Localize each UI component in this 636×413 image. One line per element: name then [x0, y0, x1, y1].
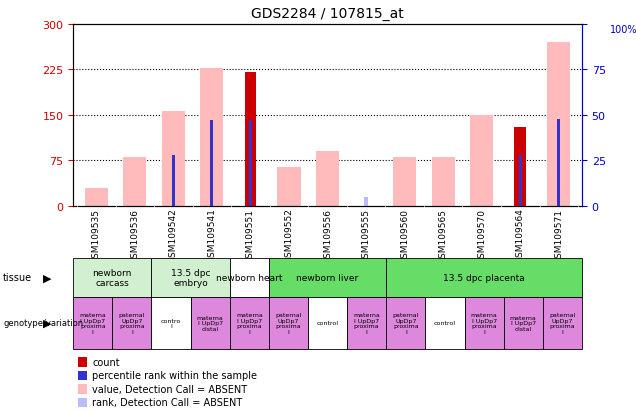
Text: GSM109556: GSM109556 [323, 208, 332, 263]
Bar [78, 398, 87, 407]
Text: GSM109535: GSM109535 [92, 208, 100, 263]
Bar [393, 158, 416, 206]
Bar [269, 258, 386, 297]
Bar [347, 297, 386, 349]
Bar [151, 297, 191, 349]
Text: materna
l UpDp7
distal: materna l UpDp7 distal [510, 315, 537, 332]
Bar [249, 121, 252, 206]
Text: materna
l UpDp7
proxima
l: materna l UpDp7 proxima l [236, 312, 263, 335]
Title: GDS2284 / 107815_at: GDS2284 / 107815_at [251, 7, 404, 21]
Bar [172, 156, 175, 206]
Bar [162, 112, 185, 206]
Bar [386, 258, 582, 297]
Bar [85, 188, 108, 206]
Text: ▶: ▶ [43, 318, 52, 328]
Text: materna
l UpDp7
proxima
l: materna l UpDp7 proxima l [471, 312, 497, 335]
Bar [470, 116, 494, 206]
Text: paternal
UpDp7
proxima
l: paternal UpDp7 proxima l [119, 312, 145, 335]
Bar [151, 258, 230, 297]
Bar [78, 384, 87, 394]
Bar [211, 121, 214, 206]
Text: paternal
UpDp7
proxima
l: paternal UpDp7 proxima l [275, 312, 301, 335]
Bar [543, 297, 582, 349]
Text: GSM109564: GSM109564 [516, 208, 525, 263]
Bar [78, 371, 87, 380]
Text: percentile rank within the sample: percentile rank within the sample [92, 370, 258, 380]
Bar [386, 297, 425, 349]
Text: GSM109555: GSM109555 [362, 208, 371, 263]
Text: 13.5 dpc
embryo: 13.5 dpc embryo [171, 268, 211, 287]
Text: newborn
carcass: newborn carcass [93, 268, 132, 287]
Bar [425, 297, 464, 349]
Text: GSM109541: GSM109541 [207, 208, 216, 263]
Bar [123, 158, 146, 206]
Text: paternal
UpDp7
proxima
l: paternal UpDp7 proxima l [392, 312, 419, 335]
Bar [73, 258, 151, 297]
Text: paternal
UpDp7
proxima
l: paternal UpDp7 proxima l [549, 312, 576, 335]
Bar [230, 258, 269, 297]
Text: control: control [434, 320, 456, 326]
Text: GSM109551: GSM109551 [246, 208, 255, 263]
Bar [113, 297, 151, 349]
Bar [191, 297, 230, 349]
Bar [515, 128, 526, 206]
Text: GSM109542: GSM109542 [169, 208, 178, 263]
Text: contro
l: contro l [161, 318, 181, 329]
Bar [547, 43, 570, 206]
Text: materna
l UpDp7
distal: materna l UpDp7 distal [197, 315, 223, 332]
Bar [230, 297, 269, 349]
Bar [269, 297, 308, 349]
Text: GSM109565: GSM109565 [439, 208, 448, 263]
Bar [73, 297, 113, 349]
Text: value, Detection Call = ABSENT: value, Detection Call = ABSENT [92, 384, 247, 394]
Bar [432, 158, 455, 206]
Text: GSM109552: GSM109552 [284, 208, 293, 263]
Bar [200, 69, 223, 206]
Bar [364, 197, 368, 206]
Bar [519, 156, 522, 206]
Bar [504, 297, 543, 349]
Text: materna
l UpDp7
proxima
l: materna l UpDp7 proxima l [80, 312, 106, 335]
Bar [316, 152, 339, 206]
Text: genotype/variation: genotype/variation [3, 319, 83, 328]
Bar [78, 357, 87, 367]
Text: 100%: 100% [610, 25, 636, 35]
Text: 13.5 dpc placenta: 13.5 dpc placenta [443, 273, 525, 282]
Text: count: count [92, 357, 120, 367]
Text: materna
l UpDp7
proxima
l: materna l UpDp7 proxima l [354, 312, 380, 335]
Text: GSM109570: GSM109570 [477, 208, 486, 263]
Text: newborn liver: newborn liver [296, 273, 359, 282]
Text: control: control [317, 320, 338, 326]
Bar [308, 297, 347, 349]
Bar [245, 73, 256, 206]
Bar [557, 119, 560, 206]
Text: newborn heart: newborn heart [216, 273, 282, 282]
Text: GSM109560: GSM109560 [400, 208, 409, 263]
Bar [464, 297, 504, 349]
Text: ▶: ▶ [43, 273, 52, 283]
Bar [277, 167, 301, 206]
Text: rank, Detection Call = ABSENT: rank, Detection Call = ABSENT [92, 397, 243, 407]
Text: GSM109571: GSM109571 [555, 208, 563, 263]
Text: tissue: tissue [3, 273, 32, 283]
Text: GSM109536: GSM109536 [130, 208, 139, 263]
